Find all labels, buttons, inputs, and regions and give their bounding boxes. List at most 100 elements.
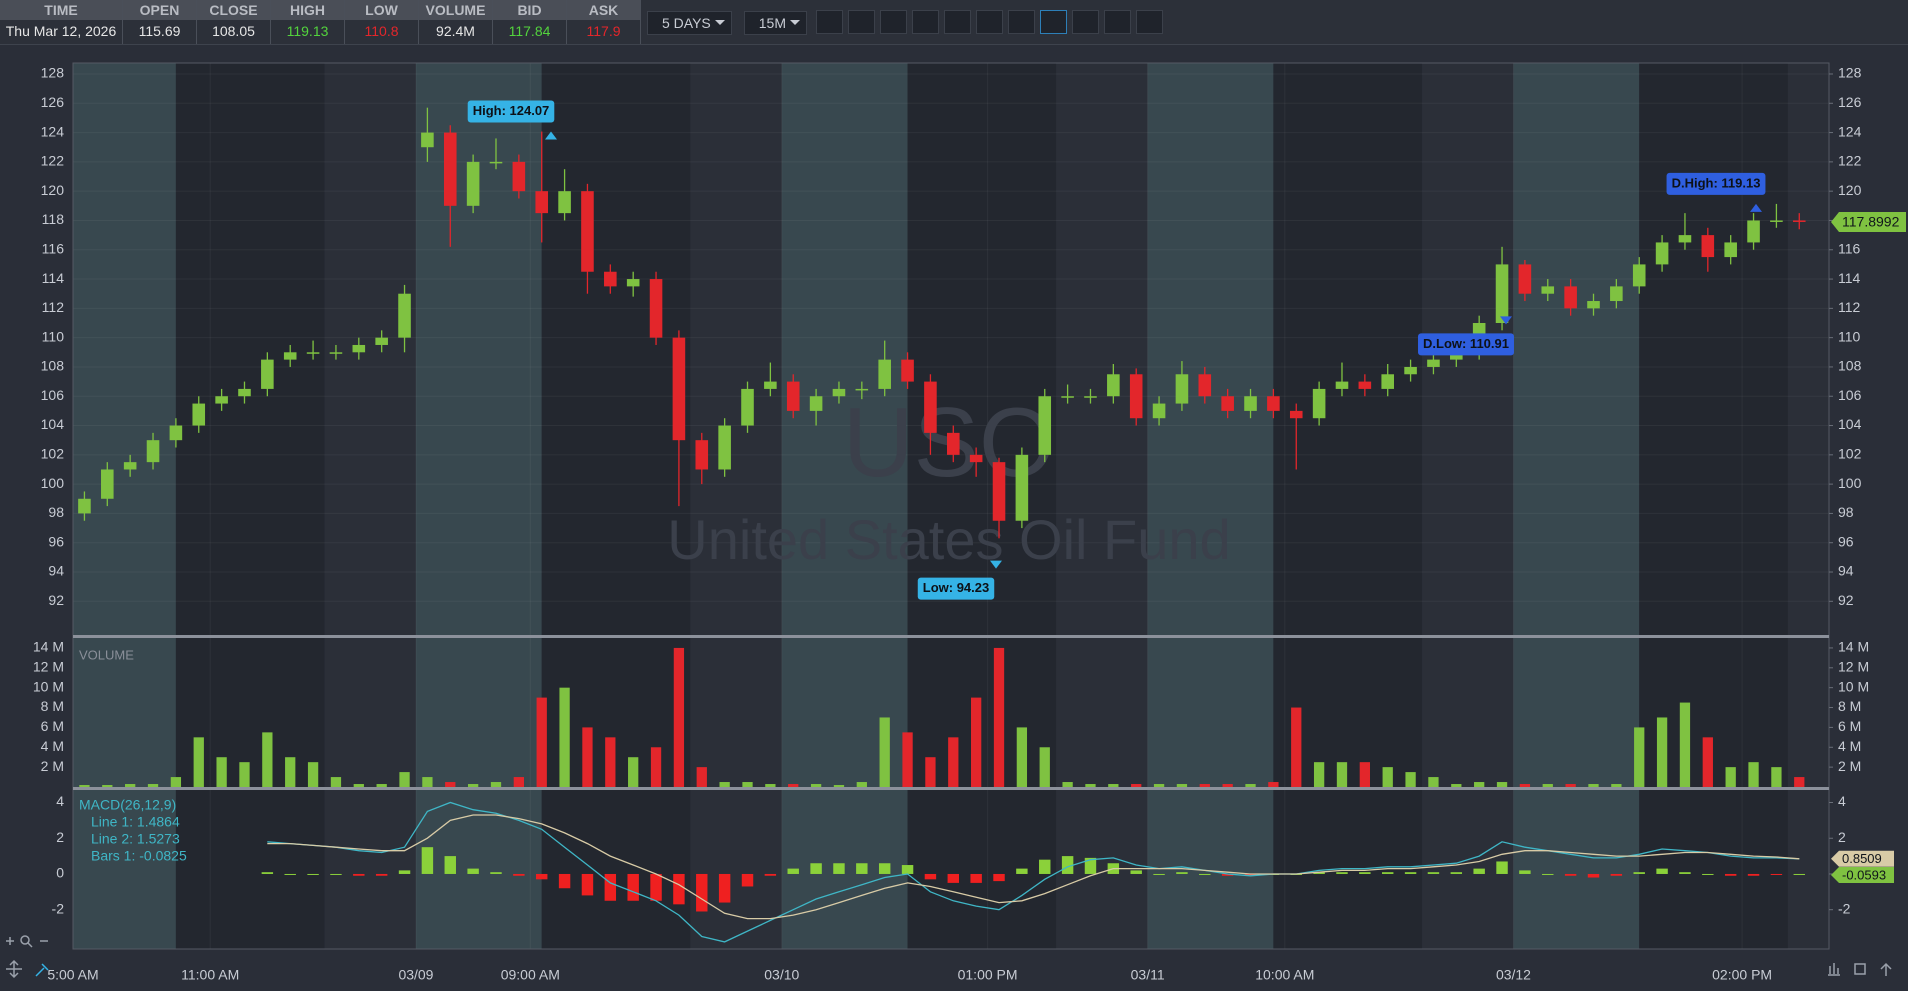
zoom-controls[interactable]	[6, 935, 48, 948]
candle-body	[1495, 264, 1509, 323]
field: ASK 117.9	[567, 0, 641, 44]
candle-body	[924, 381, 937, 433]
session-band	[1787, 63, 1829, 949]
volume-bar	[353, 784, 364, 787]
tool-button[interactable]	[976, 10, 1003, 34]
candle-body	[1747, 220, 1760, 243]
field-label: ASK	[567, 0, 640, 20]
tool-button[interactable]	[912, 10, 939, 34]
volume-bar	[330, 777, 342, 787]
annotation-box	[1666, 172, 1766, 195]
y-tick-label-right: 110	[1838, 328, 1861, 344]
marks	[78, 107, 1806, 943]
volume-bar	[1565, 784, 1576, 787]
volume-bar	[1359, 762, 1370, 787]
volume-bar	[193, 737, 204, 787]
y-tick-label: 116	[42, 240, 65, 256]
y-tick-label: 8 M	[41, 698, 64, 714]
tool-button[interactable]	[1008, 10, 1035, 34]
candle-body	[1701, 235, 1715, 258]
session-band	[907, 63, 1057, 949]
candle-body	[1450, 352, 1463, 360]
x-tick-label: 03/10	[764, 967, 799, 983]
tool-button[interactable]	[848, 10, 875, 34]
macd-bar	[993, 873, 1005, 882]
y-tick-label-right: 4 M	[1838, 738, 1861, 754]
volume-bar	[879, 717, 890, 787]
candle-body	[558, 191, 571, 214]
candle-body	[741, 388, 754, 426]
y-tick-label-right: 96	[1838, 533, 1854, 549]
candle-body	[1244, 396, 1257, 411]
crosshair-tool[interactable]	[6, 959, 22, 979]
chart-type[interactable]	[1828, 963, 1840, 976]
volume-bar	[1268, 782, 1279, 787]
tool-button[interactable]	[1104, 10, 1131, 34]
volume-bar	[1748, 762, 1759, 787]
y-tick-label-right: 8 M	[1838, 698, 1861, 714]
volume-bar	[1313, 762, 1325, 787]
candle-body	[1518, 264, 1532, 294]
candle-body	[1129, 374, 1143, 419]
zoom-reset[interactable]	[20, 935, 30, 945]
tool-button[interactable]	[1136, 10, 1163, 34]
candle-body	[1587, 301, 1600, 309]
last-price-tag	[1831, 211, 1906, 232]
macd-bar	[604, 873, 617, 901]
volume-bar	[1794, 777, 1805, 787]
annotation-pointer	[990, 560, 1002, 569]
y-tick-label-right: 10 M	[1838, 678, 1869, 694]
x-tick-label: 10:00 AM	[1255, 967, 1314, 983]
candle-body	[283, 352, 297, 360]
volume-bar	[605, 737, 616, 787]
y-tick-label-right: 122	[1838, 153, 1862, 169]
candle-body	[1381, 374, 1395, 389]
save[interactable]	[1854, 963, 1866, 975]
macd-bar	[741, 873, 754, 887]
volume-bar	[125, 784, 136, 787]
volume-bar	[1085, 784, 1096, 787]
macd-bar	[1061, 856, 1074, 874]
candle-body	[1335, 381, 1349, 389]
candle-body	[329, 352, 343, 354]
volume-bar	[788, 784, 799, 787]
candle-body	[306, 352, 320, 354]
candle-body	[901, 359, 914, 382]
tool-button[interactable]	[880, 10, 907, 34]
y-tick-label: 2 M	[41, 758, 64, 774]
macd-bar	[1153, 873, 1165, 875]
tool-button[interactable]	[944, 10, 971, 34]
macd-bar	[1633, 872, 1645, 874]
field: VOLUME 92.4M	[419, 0, 493, 44]
volume-bar	[582, 727, 593, 787]
candle-body	[1198, 374, 1212, 397]
range-dropdown[interactable]: 5 DAYS	[647, 11, 732, 35]
y-tick-label: 14 M	[33, 639, 64, 655]
volume-bar	[1451, 784, 1462, 787]
tool-button[interactable]	[1040, 10, 1067, 34]
volume-bar	[628, 757, 639, 787]
macd-bar	[536, 873, 548, 880]
scroll-top[interactable]	[1880, 962, 1892, 976]
x-tick-label: 5:00 AM	[47, 967, 98, 983]
macd-bar	[833, 863, 845, 874]
tool-button[interactable]	[1072, 10, 1099, 34]
candle-body	[398, 293, 411, 338]
macd-bar	[1199, 873, 1211, 875]
interval-dropdown[interactable]: 15M	[743, 11, 807, 35]
candle-body	[1632, 264, 1646, 287]
candle-body	[809, 396, 823, 411]
tool-button[interactable]	[816, 10, 843, 34]
annotation-box	[917, 577, 995, 600]
field-value: 92.4M	[436, 23, 475, 39]
field-label: CLOSE	[197, 0, 270, 20]
pin-tool[interactable]	[35, 963, 49, 977]
y-tick-label: 6 M	[41, 718, 64, 734]
zoom-in[interactable]	[6, 937, 14, 945]
macd-bar	[581, 873, 594, 896]
macd-bar	[878, 863, 891, 874]
field: CLOSE 108.05	[197, 0, 271, 44]
field-label: TIME	[0, 0, 122, 20]
candle-body	[832, 388, 846, 397]
